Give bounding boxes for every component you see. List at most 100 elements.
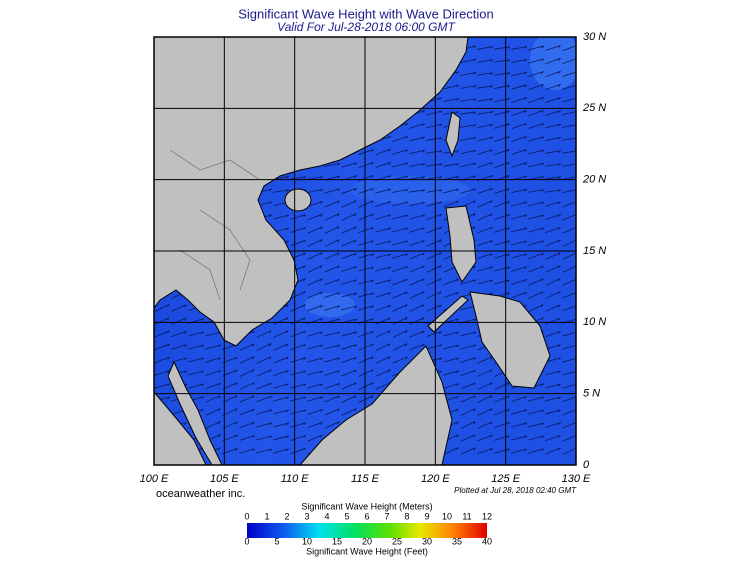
arrow	[460, 188, 476, 194]
arrow	[222, 447, 238, 455]
arrow	[392, 330, 408, 338]
arrow	[511, 188, 528, 194]
arrow	[324, 292, 340, 298]
arrow	[341, 239, 357, 247]
arrow	[545, 110, 561, 116]
arrow	[477, 226, 493, 234]
arrow	[392, 149, 408, 155]
arrow	[511, 84, 527, 90]
feet-tick: 40	[482, 536, 492, 546]
arrow	[460, 395, 476, 403]
arrow	[545, 163, 562, 167]
arrow	[511, 253, 527, 259]
arrow	[324, 188, 340, 194]
arrow	[392, 343, 408, 351]
arrow	[307, 252, 323, 260]
arrow	[460, 85, 477, 89]
arrow	[290, 422, 306, 428]
arrow	[494, 448, 510, 454]
arrow	[477, 200, 493, 208]
arrow	[375, 240, 392, 246]
meters-tick: 7	[384, 511, 389, 521]
arrow	[392, 291, 408, 299]
arrow	[324, 239, 340, 247]
arrow	[460, 137, 477, 141]
arrow	[409, 291, 425, 299]
border	[199, 209, 251, 291]
arrow	[494, 161, 510, 169]
arrow	[290, 370, 306, 376]
arrow	[154, 330, 170, 338]
arrow	[324, 200, 340, 208]
arrow	[511, 409, 527, 415]
arrow	[392, 189, 409, 193]
arrow	[460, 98, 477, 102]
lat-label: 10 N	[583, 316, 606, 328]
arrow	[341, 292, 358, 298]
arrow	[443, 331, 460, 337]
arrow	[375, 214, 391, 220]
arrow	[409, 189, 426, 193]
arrow	[528, 96, 544, 104]
arrow	[426, 176, 443, 180]
arrow	[409, 136, 426, 142]
feet-tick: 0	[244, 536, 249, 546]
arrow	[188, 370, 204, 376]
arrow	[426, 163, 443, 167]
arrow	[324, 226, 340, 234]
arrow	[528, 123, 544, 129]
arrow	[375, 317, 391, 325]
arrow	[443, 175, 460, 181]
arrow	[358, 356, 374, 364]
arrow	[460, 382, 476, 390]
arrow	[358, 240, 374, 246]
arrow	[443, 200, 459, 208]
arrow	[392, 253, 408, 259]
arrow	[256, 343, 272, 351]
arrow	[290, 357, 306, 363]
meters-tick: 2	[284, 511, 289, 521]
arrow	[341, 356, 357, 364]
arrow	[511, 135, 527, 143]
arrow	[545, 396, 562, 402]
sea-patch	[350, 176, 470, 204]
arrow	[528, 214, 545, 220]
arrow	[545, 189, 562, 193]
arrow	[341, 408, 357, 416]
arrow	[307, 291, 323, 299]
arrow	[392, 356, 408, 364]
arrow	[443, 84, 460, 90]
arrow	[409, 163, 426, 167]
arrow	[477, 59, 494, 63]
arrow	[511, 291, 527, 299]
meters-tick: 5	[344, 511, 349, 521]
arrow	[528, 149, 545, 155]
arrow	[358, 149, 374, 155]
arrow	[324, 395, 340, 403]
arrow	[358, 187, 374, 195]
arrow	[494, 266, 511, 272]
arrow	[290, 330, 306, 338]
arrow	[511, 46, 528, 50]
arrow	[528, 189, 545, 193]
arrow	[290, 383, 307, 389]
arrow	[222, 421, 238, 429]
arrow	[324, 252, 340, 260]
arrow	[341, 226, 357, 234]
arrow	[494, 46, 511, 50]
arrow	[154, 370, 170, 376]
luzon	[445, 205, 477, 283]
arrow	[528, 409, 545, 415]
arrow	[307, 239, 323, 247]
arrow	[545, 45, 561, 51]
arrow	[392, 201, 408, 207]
arrow	[545, 291, 561, 299]
arrow	[494, 85, 511, 89]
arrow	[222, 356, 238, 364]
arrow	[545, 383, 562, 389]
arrow	[477, 421, 493, 429]
arrow	[392, 304, 408, 312]
arrow	[528, 448, 544, 454]
arrow	[392, 227, 409, 233]
arrow	[426, 110, 443, 116]
